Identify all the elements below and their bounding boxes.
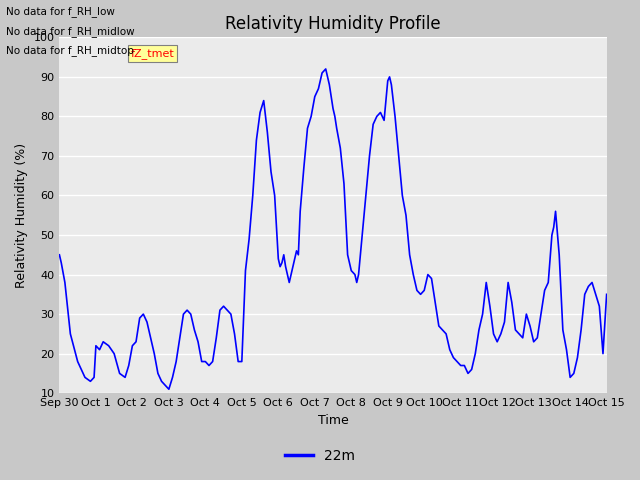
Text: No data for f_RH_midlow: No data for f_RH_midlow	[6, 25, 135, 36]
Legend: 22m: 22m	[280, 443, 360, 468]
Title: Relativity Humidity Profile: Relativity Humidity Profile	[225, 15, 441, 33]
Text: No data for f_RH_midtop: No data for f_RH_midtop	[6, 45, 134, 56]
Text: fZ_tmet: fZ_tmet	[131, 48, 174, 59]
X-axis label: Time: Time	[317, 414, 348, 427]
Text: No data for f_RH_low: No data for f_RH_low	[6, 6, 115, 17]
Y-axis label: Relativity Humidity (%): Relativity Humidity (%)	[15, 143, 28, 288]
